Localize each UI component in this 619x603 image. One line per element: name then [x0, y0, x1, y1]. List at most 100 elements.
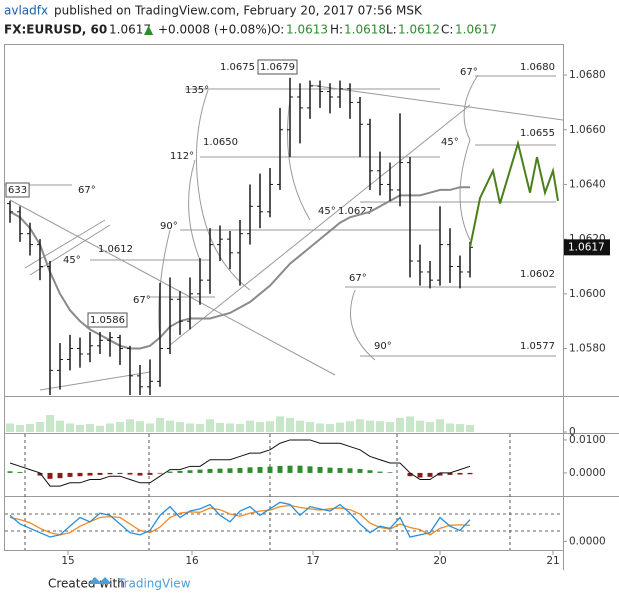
- volume-bar: [336, 422, 344, 432]
- c-label: C:: [441, 23, 453, 37]
- o-value: 1.0613: [286, 23, 328, 37]
- y-tick-label: 1.0680: [569, 69, 606, 81]
- annotation: 1.0586: [90, 315, 125, 326]
- logo[interactable]: [88, 577, 112, 584]
- volume-bar: [396, 417, 404, 432]
- macd-hist: [47, 472, 53, 479]
- volume-bar: [346, 421, 354, 432]
- annotation: 1.0612: [98, 244, 133, 255]
- annotation: 1.0577: [520, 341, 555, 352]
- macd-hist: [117, 472, 123, 474]
- annotation: 1.0655: [520, 128, 555, 139]
- annotation: 1.0680: [520, 62, 555, 73]
- author[interactable]: avladfx: [4, 4, 48, 18]
- annotation: 135°: [185, 85, 209, 96]
- stoch-d: [9, 504, 471, 536]
- volume-bar: [176, 422, 184, 432]
- annotation: 90°: [374, 341, 392, 352]
- annotation: 1.0602: [520, 269, 555, 280]
- macd-hist: [7, 471, 13, 473]
- h-label: H:: [330, 23, 343, 37]
- y-tick-label: 1.0640: [569, 178, 606, 190]
- volume-bar: [216, 422, 224, 432]
- volume-bar: [6, 423, 14, 432]
- y-tick-label: 0.0000: [569, 535, 606, 547]
- annotation: 90°: [160, 221, 178, 232]
- macd-hist: [317, 466, 323, 473]
- annotation-box: [5, 182, 30, 198]
- volume-bar: [46, 415, 54, 432]
- x-tick-label: 16: [185, 555, 199, 567]
- volume-bar: [226, 423, 234, 432]
- macd-hist: [207, 468, 213, 473]
- volume-bar: [406, 416, 414, 432]
- macd-hist: [407, 472, 413, 477]
- macd-hist: [347, 468, 353, 473]
- macd-hist: [127, 472, 133, 475]
- macd-hist: [107, 472, 113, 475]
- annotation: 112°: [170, 151, 194, 162]
- y-tick-label: 0: [569, 426, 576, 438]
- volume-bar: [36, 422, 44, 432]
- volume-bar: [316, 423, 324, 432]
- symbol: FX:EURUSD, 60: [4, 23, 107, 37]
- volume-bar: [276, 416, 284, 432]
- stoch-k: [9, 501, 471, 538]
- macd-hist: [227, 468, 233, 473]
- o-label: O:: [271, 23, 284, 37]
- volume-bar: [446, 423, 454, 432]
- macd-hist: [307, 466, 313, 473]
- macd-hist: [277, 465, 283, 473]
- volume-bar: [246, 420, 254, 432]
- x-tick-label: 20: [433, 555, 446, 567]
- volume-bar: [186, 423, 194, 432]
- macd-hist: [197, 469, 203, 473]
- volume-bar: [196, 424, 204, 432]
- y-tick-label: 1.0580: [569, 343, 606, 355]
- volume-bar: [296, 420, 304, 432]
- last-price-box: [564, 239, 610, 256]
- x-tick-label: 21: [546, 555, 559, 567]
- macd-hist: [157, 472, 163, 474]
- macd-hist: [97, 472, 103, 475]
- volume-bar: [26, 424, 34, 432]
- macd-hist: [387, 472, 393, 473]
- price-pane: [7, 77, 559, 395]
- annotation: 67°: [460, 67, 478, 78]
- arrow: ▲: [144, 23, 154, 37]
- footer-brand[interactable]: TradingView: [117, 577, 191, 591]
- macd-hist: [337, 467, 343, 473]
- volume-bar: [366, 420, 374, 432]
- macd-hist: [37, 472, 43, 476]
- macd-hist: [327, 467, 333, 473]
- forecast: [469, 139, 559, 248]
- volume-bar: [386, 422, 394, 432]
- h-value: 1.0618: [344, 23, 386, 37]
- volume-bar: [466, 424, 474, 432]
- y-tick-label: 0.0000: [569, 467, 606, 479]
- annotation: 633: [8, 185, 27, 196]
- annotation-box: [87, 312, 128, 328]
- macd-hist: [427, 472, 433, 477]
- volume-bar: [16, 424, 24, 432]
- volume-bar: [96, 425, 104, 432]
- volume-bar: [306, 422, 314, 432]
- annotation: 1.0679: [260, 62, 295, 73]
- macd-hist: [217, 468, 223, 473]
- macd-hist: [187, 470, 193, 473]
- volume-bar: [116, 422, 124, 432]
- volume-bar: [56, 420, 64, 432]
- annotation-box: [257, 59, 298, 75]
- x-tick-label: 15: [61, 555, 74, 567]
- macd-hist: [57, 472, 63, 479]
- macd-hist: [447, 472, 453, 475]
- volume-bar: [356, 419, 364, 432]
- published: published on TradingView.com, February 2…: [54, 4, 423, 18]
- drawings: [9, 74, 563, 391]
- volume-bar: [256, 422, 264, 432]
- volume-bar: [86, 424, 94, 432]
- macd-hist: [87, 472, 93, 476]
- macd-hist: [137, 472, 143, 476]
- macd-hist: [257, 466, 263, 473]
